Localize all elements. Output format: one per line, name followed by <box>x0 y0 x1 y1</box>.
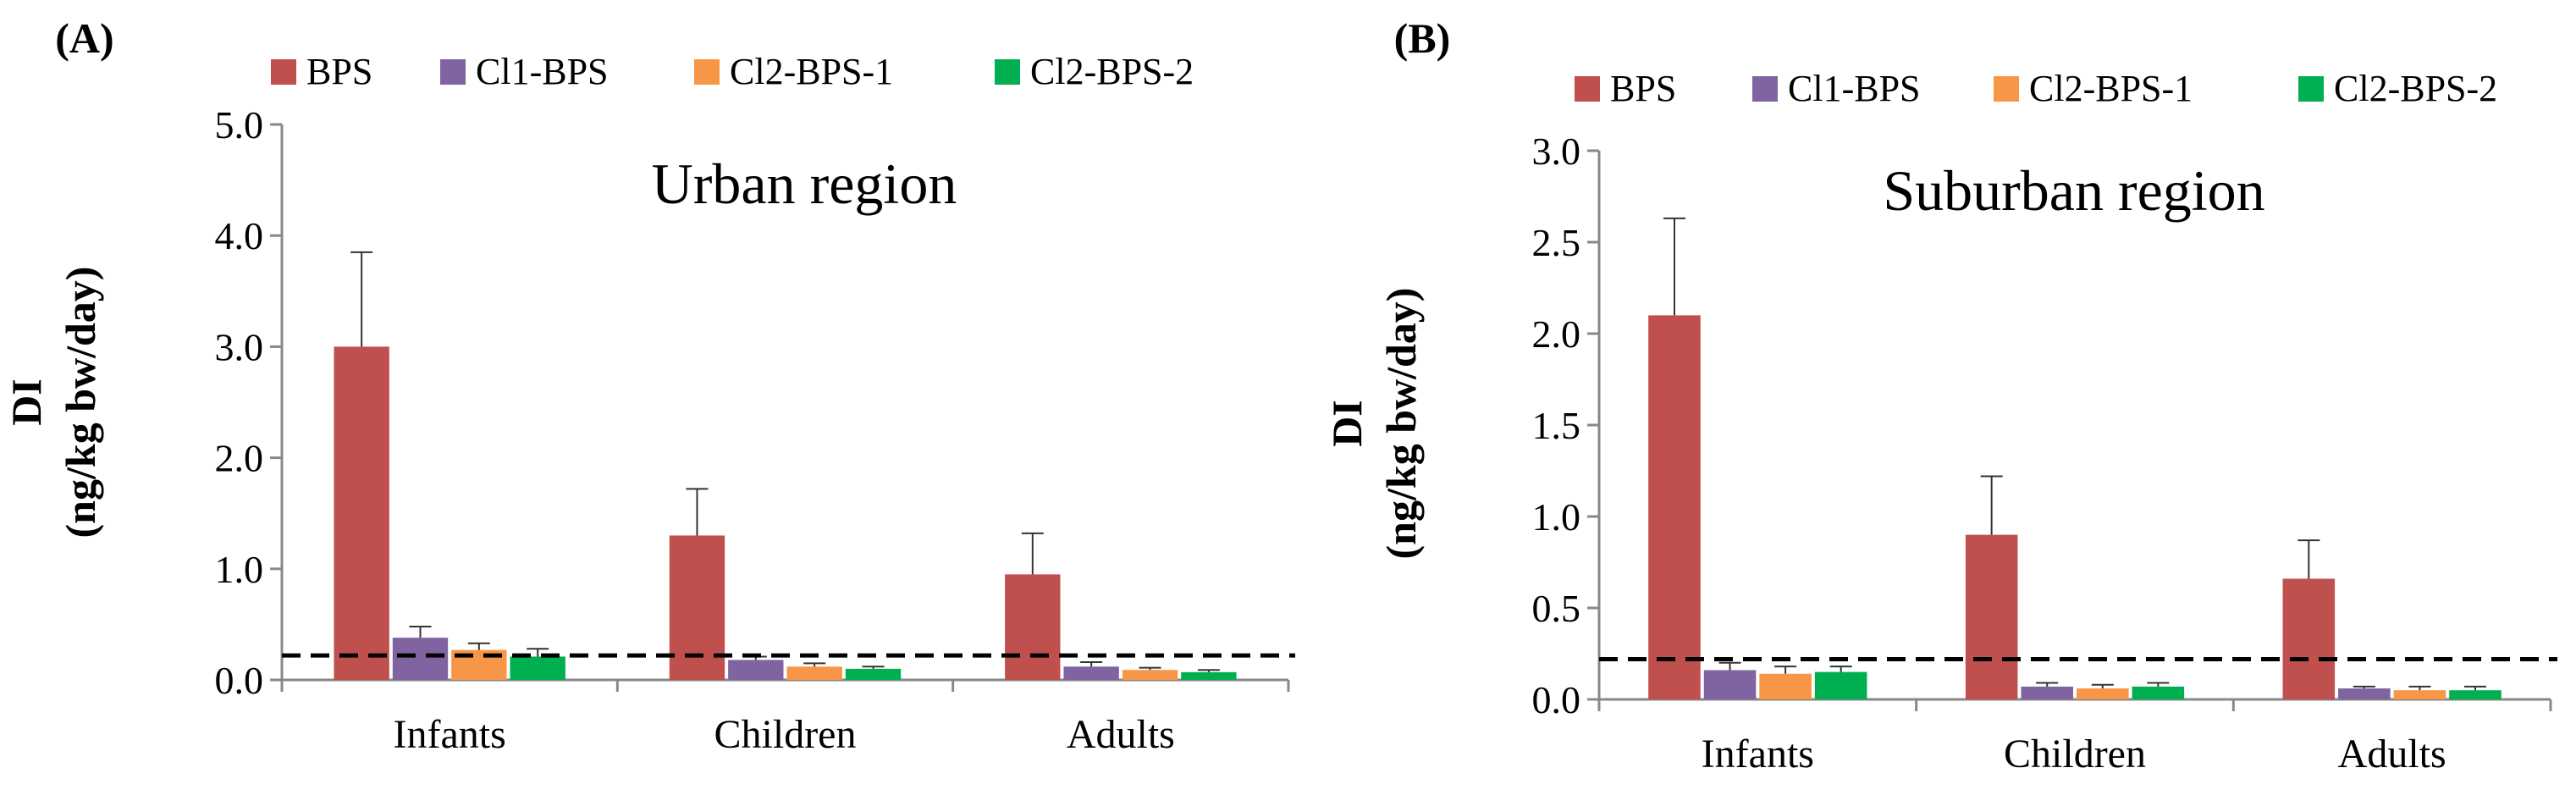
bar-bps-infants <box>334 346 389 680</box>
y-tick-label: 3.0 <box>215 325 264 368</box>
legend-swatch-cl2-bps-2 <box>2298 76 2324 102</box>
legend-label-cl1-bps: Cl1-BPS <box>476 51 609 92</box>
bar-cl2-bps-1-children <box>786 666 842 680</box>
bar-cl2-bps-2-infants <box>510 656 565 680</box>
bar-cl1-bps-children <box>728 660 784 680</box>
y-tick-label: 0.0 <box>1532 678 1581 721</box>
bar-cl1-bps-infants <box>1703 670 1757 699</box>
legend-label-bps: BPS <box>1610 68 1676 109</box>
legend-swatch-cl2-bps-1 <box>694 59 720 85</box>
bar-cl2-bps-2-adults <box>2449 690 2502 699</box>
legend-swatch-cl1-bps <box>1752 76 1778 102</box>
y-tick-label: 2.0 <box>1532 312 1581 356</box>
chart-panel-b: (B) DI (ng/kg bw/day) 0.0 0.5 1.0 1.5 2.0 2.5 3.0… <box>1323 14 2557 776</box>
bar-bps-adults <box>2282 578 2336 699</box>
bar-cl2-bps-2-children <box>2132 686 2185 699</box>
bar-cl1-bps-children <box>2021 686 2073 699</box>
y-axis-label: DI <box>1323 400 1371 447</box>
x-tick-label: Infants <box>1702 732 1814 776</box>
bar-cl1-bps-infants <box>392 638 449 680</box>
y-tick-label: 1.0 <box>215 548 264 591</box>
legend-swatch-cl2-bps-1 <box>1994 76 2019 102</box>
x-tick-label: Adults <box>2338 732 2446 776</box>
legend-swatch-cl1-bps <box>440 59 466 85</box>
legend-swatch-cl2-bps-2 <box>995 59 1020 85</box>
y-tick-label: 4.0 <box>215 214 264 257</box>
bar-cl1-bps-adults <box>1063 666 1119 680</box>
bar-cl2-bps-2-children <box>845 668 902 680</box>
bar-cl2-bps-1-children <box>2077 688 2129 699</box>
x-tick-label: Adults <box>1067 712 1175 757</box>
bar-cl1-bps-adults <box>2338 688 2391 699</box>
bar-bps-infants <box>1648 315 1701 699</box>
chart-title: Urban region <box>652 152 957 216</box>
legend-label-cl2-bps-1: Cl2-BPS-1 <box>2029 68 2193 109</box>
y-tick-label: 0.5 <box>1532 587 1581 630</box>
bar-cl2-bps-2-infants <box>1814 671 1867 699</box>
legend-label-cl2-bps-1: Cl2-BPS-1 <box>730 51 893 92</box>
bar-bps-adults <box>1005 574 1061 680</box>
x-tick-label: Children <box>714 712 857 757</box>
y-tick-label: 0.0 <box>215 659 264 702</box>
y-tick-label: 3.0 <box>1532 130 1581 173</box>
y-tick-label: 2.0 <box>215 437 264 480</box>
legend-label-cl2-bps-2: Cl2-BPS-2 <box>2334 68 2497 109</box>
legend-label-cl1-bps: Cl1-BPS <box>1788 68 1921 109</box>
bar-cl2-bps-1-infants <box>1759 673 1812 699</box>
y-axis-label-units: (ng/kg bw/day) <box>57 267 104 539</box>
bar-bps-children <box>669 535 725 680</box>
chart-panel-a: (A) DI (ng/kg bw/day) 0.0 1.0 2.0 3.0 4.0 5.0 Inf… <box>3 14 1295 757</box>
panel-label: (A) <box>55 14 113 62</box>
panel-label: (B) <box>1394 14 1451 62</box>
y-tick-label: 1.0 <box>1532 495 1581 539</box>
bar-bps-children <box>1965 534 2018 699</box>
y-tick-label: 2.5 <box>1532 221 1581 264</box>
x-tick-label: Children <box>2004 732 2146 776</box>
bar-cl2-bps-2-adults <box>1181 671 1237 680</box>
bar-cl2-bps-1-adults <box>1122 670 1178 680</box>
y-axis-label: DI <box>3 378 50 426</box>
legend-swatch-bps <box>271 59 296 85</box>
y-tick-label: 1.5 <box>1532 404 1581 447</box>
bar-cl2-bps-1-adults <box>2393 690 2446 699</box>
legend-label-cl2-bps-2: Cl2-BPS-2 <box>1030 51 1194 92</box>
legend-swatch-bps <box>1575 76 1600 102</box>
x-tick-label: Infants <box>394 712 506 757</box>
legend-label-bps: BPS <box>306 51 372 92</box>
y-tick-label: 5.0 <box>215 103 264 146</box>
chart-title: Suburban region <box>1883 158 2264 223</box>
y-axis-label-units: (ng/kg bw/day) <box>1377 288 1425 560</box>
